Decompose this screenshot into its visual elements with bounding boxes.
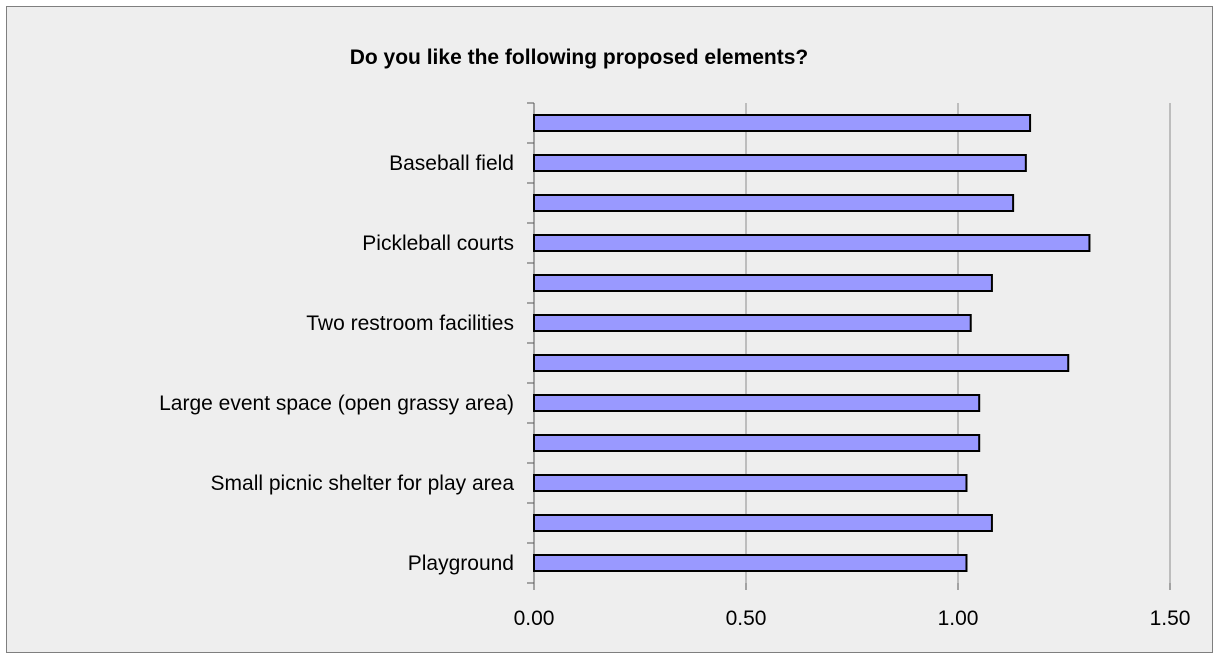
x-tick-label: 1.50 xyxy=(1150,607,1191,630)
axes xyxy=(527,102,1171,590)
bar xyxy=(533,274,993,292)
x-tick-labels: 0.00 0.50 1.00 1.50 xyxy=(514,607,1191,630)
bar xyxy=(533,474,968,492)
x-tick-label: 0.00 xyxy=(514,607,555,630)
bar xyxy=(533,194,1015,212)
category-label: Small picnic shelter for play area xyxy=(211,472,515,495)
chart-area: Do you like the following proposed eleme… xyxy=(6,6,1213,653)
category-label: Large event space (open grassy area) xyxy=(159,392,514,415)
chart-title: Do you like the following proposed eleme… xyxy=(350,46,809,69)
bar xyxy=(533,554,968,572)
bar xyxy=(533,154,1027,172)
bar xyxy=(533,434,981,452)
x-tick-label: 0.50 xyxy=(726,607,767,630)
bar xyxy=(533,114,1032,132)
bar xyxy=(533,314,972,332)
category-label: Pickleball courts xyxy=(362,232,514,255)
bar xyxy=(533,354,1070,372)
bar-chart: Do you like the following proposed eleme… xyxy=(159,46,1191,630)
category-label: Playground xyxy=(408,552,514,575)
bars xyxy=(533,114,1091,572)
gridlines xyxy=(745,103,1171,583)
category-label: Two restroom facilities xyxy=(306,312,514,335)
category-labels: Playground Small picnic shelter for play … xyxy=(159,152,514,575)
category-label: Baseball field xyxy=(389,152,514,175)
bar xyxy=(533,394,981,412)
bar xyxy=(533,514,993,532)
x-tick-label: 1.00 xyxy=(938,607,979,630)
bar xyxy=(533,234,1091,252)
